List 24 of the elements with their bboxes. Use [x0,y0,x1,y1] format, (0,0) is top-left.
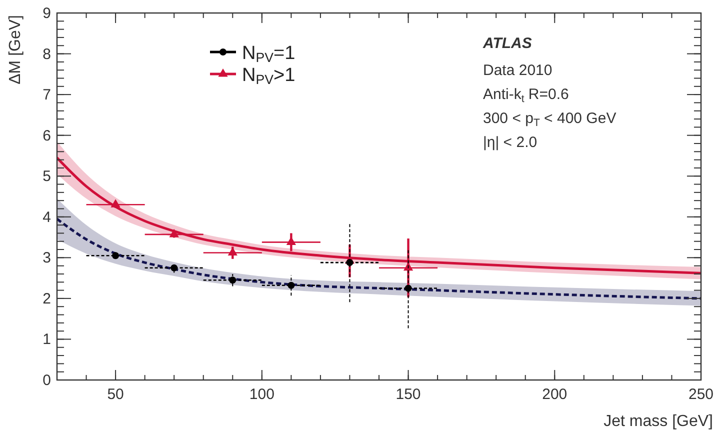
x-tick-label: 200 [542,386,568,403]
annotation: 300 < p$_{T}$ < 400 GeV [483,110,616,129]
y-tick-label: 6 [42,127,51,144]
y-tick-label: 2 [42,290,51,308]
annotation: ATLAS [482,35,532,52]
x-tick-label: 50 [107,386,124,403]
y-tick-label: 5 [42,168,51,186]
y-axis-title: ΔM [GeV] [7,15,24,84]
annotation: |η| < 2.0 [483,134,538,151]
y-tick-label: 4 [42,208,51,226]
annotation: Data 2010 [483,62,552,79]
x-axis-title: Jet mass [GeV] [604,413,713,430]
x-tick-label: 100 [249,386,274,403]
y-tick-label: 8 [42,46,51,63]
annotation: Anti-k$_{t}$ R=0.6 [483,86,569,105]
y-tick-label: 7 [42,86,51,104]
x-tick-label: 150 [396,386,421,403]
x-tick-label: 250 [688,386,714,403]
y-tick-label: 3 [42,250,51,267]
y-tick-label: 9 [42,5,51,22]
y-tick-label: 1 [42,331,51,348]
y-tick-label: 0 [42,372,51,389]
legend-label: N$_{PV}$=1 [242,43,296,66]
legend-label: N$_{PV}$>1 [242,65,296,88]
